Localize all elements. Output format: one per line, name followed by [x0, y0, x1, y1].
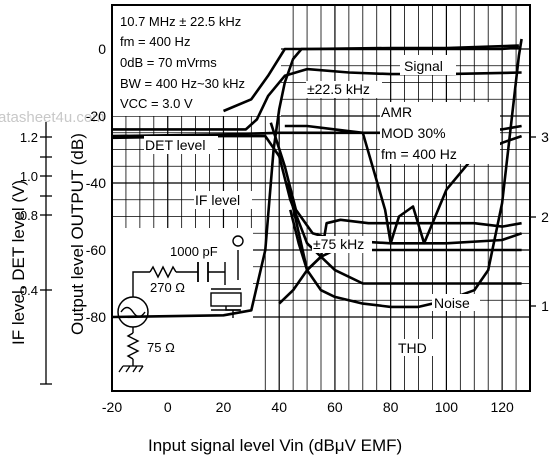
annotation-thd: THD [398, 340, 427, 356]
y-axis-label-if: IF level, DET level (V) [9, 180, 28, 345]
right-tick-labels: 3 2 1 [530, 129, 549, 314]
x-tick-label: 100 [435, 399, 459, 415]
annotation-amr-2: MOD 30% [381, 125, 446, 141]
annotation-amr-3: fm = 400 Hz [381, 146, 457, 162]
capacitor-label: 1000 pF [170, 244, 218, 259]
x-tick-label: 120 [490, 399, 514, 415]
ground-icon [118, 365, 144, 373]
resistor-270-label: 270 Ω [150, 280, 185, 295]
condition-line-1: 10.7 MHz ± 22.5 kHz [120, 14, 241, 29]
annotation-noise: Noise [434, 295, 470, 311]
left-tick-label-db: -40 [86, 175, 106, 191]
left-tick-label-v: 1.0 [20, 169, 38, 184]
right-tick-label: 2 [541, 209, 549, 225]
curve [111, 134, 522, 285]
annotation-if-level: IF level [195, 192, 240, 208]
x-tick-label: -20 [102, 399, 122, 415]
x-tick-label: 0 [164, 399, 172, 415]
annotation-dev-22-5: ±22.5 kHz [307, 81, 370, 97]
resistor-75-icon [126, 332, 140, 360]
left-tick-label-db: -60 [86, 242, 106, 258]
annotation-signal: Signal [404, 58, 443, 74]
x-tick-label: 20 [216, 399, 232, 415]
left-tick-label-v: 0.8 [20, 208, 38, 223]
annotation-dev-75: ±75 kHz [313, 236, 364, 252]
left-tick-label-db: -80 [86, 309, 106, 325]
right-tick-label: 3 [541, 129, 549, 145]
left-tick-labels: 0 -20 -40 -60 -80 1.2 1.0 0.8 0.4 [20, 41, 106, 325]
output-terminal-icon [232, 235, 244, 247]
x-axis-label: Input signal level Vin (dBμV EMF) [148, 436, 402, 455]
resistor-75-label: 75 Ω [147, 340, 175, 355]
resistor-270-icon [149, 265, 177, 279]
left-tick-label-v: 0.4 [20, 283, 38, 298]
left-tick-label-db: 0 [98, 41, 106, 57]
capacitor-icon [197, 262, 209, 282]
curve [289, 209, 522, 272]
circuit-inset: 1000 pF 270 Ω 75 Ω [113, 228, 253, 390]
x-tick-labels: -20 0 20 40 60 80 100 120 [102, 399, 514, 415]
annotation-amr-1: AMR [381, 104, 412, 120]
left-tick-label-db: -20 [86, 108, 106, 124]
annotation-det-level: DET level [145, 137, 205, 153]
condition-line-3: 0dB = 70 mVrms [120, 55, 217, 70]
curve [286, 38, 523, 309]
crystal-plates [211, 288, 241, 311]
curve [222, 44, 519, 113]
crystal-filter-icon [210, 292, 242, 307]
watermark: atasheet4u.com [0, 109, 105, 126]
y-axis-label-output: Output level OUTPUT (dB) [68, 133, 87, 335]
condition-line-2: fm = 400 Hz [120, 34, 190, 49]
curve [278, 248, 522, 305]
right-tick-label: 1 [541, 298, 549, 314]
conditions-box: 10.7 MHz ± 22.5 kHz fm = 400 Hz 0dB = 70… [113, 6, 281, 116]
left-tick-label-v: 1.2 [20, 130, 38, 145]
annotations: Signal ±22.5 kHz AMR MOD 30% fm = 400 Hz… [144, 55, 500, 356]
x-tick-label: 60 [327, 399, 343, 415]
condition-line-5: VCC = 3.0 V [120, 96, 193, 111]
x-tick-label: 80 [383, 399, 399, 415]
left-axis-marks [40, 122, 52, 385]
condition-line-4: BW = 400 Hz~30 kHz [120, 76, 245, 91]
x-tick-label: 40 [271, 399, 287, 415]
